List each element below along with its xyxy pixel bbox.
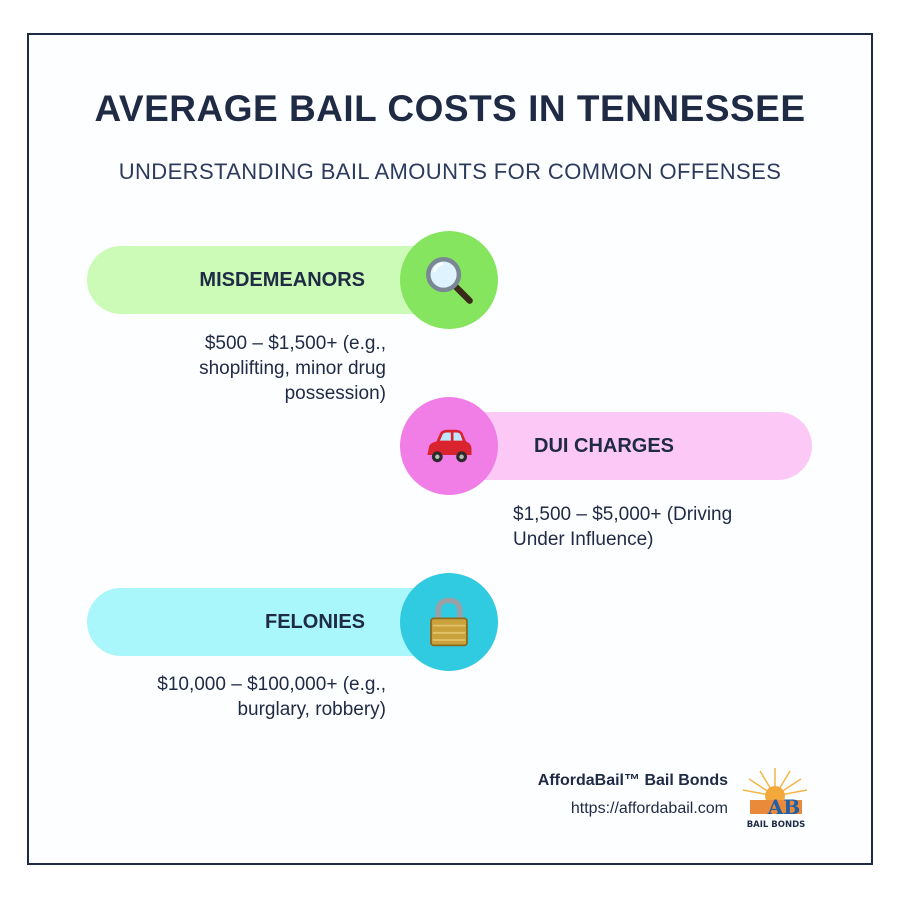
car-icon (427, 429, 472, 463)
brand-url[interactable]: https://affordabail.com (570, 800, 728, 817)
misdemeanors-desc-line: $500 – $1,500+ (e.g., (204, 333, 386, 354)
felonies-circle (400, 573, 498, 671)
dui-charges-label: DUI CHARGES (534, 434, 675, 457)
misdemeanors-description: $500 – $1,500+ (e.g., shoplifting, minor… (86, 331, 386, 406)
affordabail-logo: AB BAIL BONDS (742, 768, 808, 830)
felonies-desc-line: $10,000 – $100,000+ (e.g., (157, 674, 386, 695)
misdemeanors-desc-line: shoplifting, minor drug (199, 358, 386, 379)
felonies-desc-line: burglary, robbery) (237, 699, 386, 720)
felonies-label: FELONIES (264, 610, 365, 633)
logo-letters: AB (767, 795, 800, 819)
dui-desc-line: Under Influence) (513, 529, 654, 550)
misdemeanors-label: MISDEMEANORS (199, 268, 365, 291)
felonies-description: $10,000 – $100,000+ (e.g., burglary, rob… (86, 672, 386, 722)
misdemeanors-desc-line: possession) (284, 383, 386, 404)
logo-text: BAIL BONDS (747, 820, 806, 830)
brand-name: AffordaBail™ Bail Bonds (537, 772, 728, 789)
page-subtitle: UNDERSTANDING BAIL AMOUNTS FOR COMMON OF… (118, 159, 782, 184)
dui-desc-line: $1,500 – $5,000+ (Driving (513, 504, 733, 525)
dui-charges-description: $1,500 – $5,000+ (Driving Under Influenc… (513, 502, 813, 552)
page-title: AVERAGE BAIL COSTS IN TENNESSEE (94, 88, 806, 129)
magnifying-glass-icon (426, 257, 473, 304)
dui-charges-circle (400, 397, 498, 495)
misdemeanors-circle (400, 231, 498, 329)
padlock-icon (430, 597, 468, 647)
